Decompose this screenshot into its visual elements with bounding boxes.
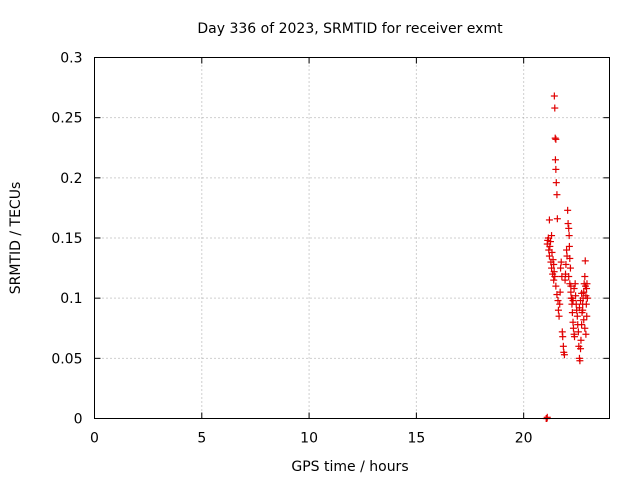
data-point	[548, 232, 556, 240]
data-point	[566, 254, 574, 262]
grid-lines	[94, 57, 610, 419]
data-point	[577, 297, 585, 305]
data-point	[554, 306, 562, 314]
data-point	[583, 280, 591, 288]
data-point	[552, 135, 560, 143]
data-point	[559, 333, 567, 341]
x-tick-label: 15	[407, 431, 425, 447]
data-point	[582, 330, 590, 338]
x-axis-label: GPS time / hours	[291, 459, 408, 475]
x-tick-label: 20	[515, 431, 533, 447]
x-tick-label: 0	[90, 431, 99, 447]
data-point	[563, 246, 571, 254]
data-point	[564, 220, 572, 228]
chart-title: Day 336 of 2023, SRMTID for receiver exm…	[197, 21, 503, 37]
y-tick-label: 0.25	[51, 111, 82, 127]
data-point	[546, 242, 554, 250]
data-point	[565, 232, 573, 240]
data-point	[557, 258, 565, 266]
data-point	[566, 264, 574, 272]
data-point	[572, 300, 580, 308]
data-point	[552, 282, 560, 290]
data-point	[574, 328, 582, 336]
data-point	[548, 248, 556, 256]
data-point	[580, 316, 588, 324]
data-point	[553, 191, 561, 199]
data-point	[568, 309, 576, 317]
data-point	[552, 165, 560, 173]
data-point	[579, 306, 587, 314]
data-point	[567, 288, 575, 296]
data-point	[550, 276, 558, 284]
data-point	[545, 252, 553, 260]
y-tick-label: 0	[74, 412, 83, 428]
data-point	[581, 324, 589, 332]
data-point	[545, 216, 553, 224]
y-axis-label: SRMTID / TECUs	[8, 182, 24, 295]
data-point	[559, 342, 567, 350]
data-point	[581, 257, 589, 265]
data-point	[572, 292, 580, 300]
y-tick-label: 0.2	[60, 171, 82, 187]
data-point	[551, 156, 559, 164]
data-point	[551, 104, 559, 112]
data-point	[560, 351, 568, 359]
data-point	[562, 260, 570, 268]
data-point	[577, 336, 585, 344]
data-point	[565, 273, 573, 281]
axis-ticks: 0 0.05 0.1 0.15 0.2 0.25 0.3 0 5 10 15 20	[51, 51, 610, 447]
x-tick-label: 5	[197, 431, 206, 447]
y-tick-label: 0.05	[51, 351, 82, 367]
data-point	[565, 242, 573, 250]
data-point	[552, 179, 560, 187]
data-point	[556, 288, 564, 296]
data-point	[549, 256, 557, 264]
data-point	[558, 273, 566, 281]
data-point	[553, 215, 561, 223]
data-point	[569, 318, 577, 326]
plot-frame	[94, 57, 610, 419]
y-tick-label: 0.15	[51, 231, 82, 247]
data-point	[554, 297, 562, 305]
data-point	[543, 413, 551, 421]
data-point	[569, 297, 577, 305]
data-point	[576, 357, 584, 365]
data-point	[570, 285, 578, 293]
data-points	[542, 92, 591, 422]
data-point	[555, 312, 563, 320]
data-point	[583, 312, 591, 320]
data-point	[583, 294, 591, 302]
data-point	[556, 300, 564, 308]
data-point	[578, 289, 586, 297]
y-tick-label: 0.1	[60, 291, 82, 307]
data-point	[550, 92, 558, 100]
data-point	[577, 345, 585, 353]
data-point	[561, 276, 569, 284]
data-point	[550, 260, 558, 268]
data-point	[565, 224, 573, 232]
data-point	[569, 324, 577, 332]
data-point	[571, 280, 579, 288]
data-point	[550, 268, 558, 276]
data-point	[571, 333, 579, 341]
data-point	[546, 238, 554, 246]
data-point	[564, 206, 572, 214]
data-point	[582, 300, 590, 308]
data-point	[573, 312, 581, 320]
data-point	[581, 273, 589, 281]
y-tick-label: 0.3	[60, 51, 82, 67]
data-point	[548, 264, 556, 272]
x-tick-label: 10	[300, 431, 318, 447]
data-point	[551, 273, 559, 281]
data-point	[557, 264, 565, 272]
data-point	[578, 321, 586, 329]
data-point	[551, 134, 559, 142]
